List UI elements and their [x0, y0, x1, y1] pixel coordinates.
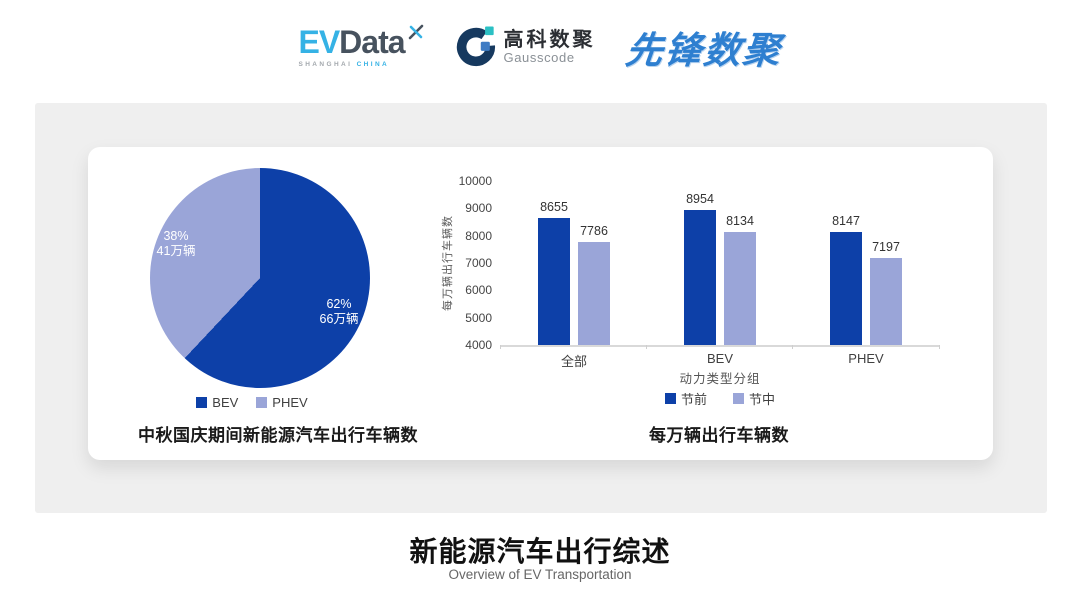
- header-logos: EV Data SHANGHAI CHINA 高科数聚 Gausscode 先锋数…: [0, 20, 1080, 74]
- charts-card: 38% 41万辆 62% 66万辆 BEV PHEV 中秋国庆期间新能源汽车出行…: [88, 147, 993, 460]
- category-label-0: 全部: [560, 354, 587, 369]
- evdata-x-icon: [408, 24, 423, 40]
- gausscode-cn-name: 高科数聚: [503, 28, 596, 51]
- y-tick-4000: 4000: [465, 338, 492, 352]
- category-label-1: BEV: [706, 351, 733, 366]
- bar-value-s1-c0: 7786: [580, 223, 608, 238]
- bar-legend-item-pre: 节前: [664, 389, 707, 408]
- bar-value-s1-c1: 8134: [726, 214, 754, 228]
- pie-label-bev-percent: 62%: [326, 297, 352, 311]
- bar-s1-c0: [578, 241, 610, 345]
- pie-label-phev-percent: 38%: [163, 229, 189, 243]
- pie-chart: [150, 168, 370, 388]
- pie-label-phev-value: 41万辆: [156, 244, 196, 258]
- page-title: 新能源汽车出行综述: [409, 536, 671, 567]
- bar-legend-item-mid: 节中: [733, 389, 775, 408]
- bar-s0-c2: [830, 231, 862, 345]
- evdata-wordmark: EV Data: [298, 24, 424, 60]
- evdata-ev-text: EV: [298, 24, 340, 60]
- pie-legend-item-bev: BEV: [196, 395, 238, 410]
- pie-legend-item-phev: PHEV: [256, 395, 308, 410]
- bar-legend: 节前 节中: [570, 389, 870, 408]
- bar-chart-baseline: [500, 345, 940, 347]
- gausscode-text: 高科数聚 Gausscode: [504, 29, 596, 65]
- pioneer-logo: 先锋数聚: [622, 30, 784, 71]
- x-axis-tick-0: [500, 345, 501, 349]
- bar-s1-c1: [724, 232, 756, 345]
- pie-label-phev: 38% 41万辆: [128, 229, 224, 259]
- legend-swatch-bev: [196, 397, 208, 408]
- evdata-data-text: Data: [339, 24, 405, 60]
- bar-chart-title: 每万辆出行车辆数: [649, 426, 789, 445]
- pie-legend-label-phev: PHEV: [272, 395, 308, 410]
- gausscode-en-name: Gausscode: [503, 49, 575, 65]
- bar-value-s1-c2: 7197: [872, 239, 900, 254]
- bar-legend-label-mid: 节中: [749, 392, 776, 407]
- bar-x-axis-label: 动力类型分组: [679, 372, 761, 386]
- bar-s0-c1: [684, 209, 716, 345]
- pie-chart-title: 中秋国庆期间新能源汽车出行车辆数: [138, 426, 418, 445]
- pie-legend-label-bev: BEV: [212, 395, 239, 410]
- bar-value-s0-c0: 8655: [540, 199, 568, 214]
- bar-s0-c0: [538, 217, 570, 345]
- bar-value-s0-c2: 8147: [832, 213, 860, 228]
- x-axis-tick-1: [646, 345, 647, 349]
- category-label-2: PHEV: [848, 351, 884, 366]
- y-tick-5000: 5000: [465, 310, 492, 325]
- gausscode-logo: 高科数聚 Gausscode: [455, 26, 596, 68]
- bar-s1-c2: [870, 257, 902, 345]
- legend-swatch-pre: [664, 393, 676, 404]
- legend-swatch-phev: [256, 397, 268, 408]
- y-tick-7000: 7000: [465, 256, 492, 270]
- evdata-china-text: CHINA: [356, 61, 390, 68]
- evdata-subtitle: SHANGHAI CHINA: [298, 61, 424, 68]
- legend-swatch-mid: [733, 393, 744, 404]
- y-tick-6000: 6000: [465, 283, 492, 298]
- y-tick-9000: 9000: [465, 201, 492, 216]
- x-axis-tick-3: [939, 345, 940, 349]
- evdata-shanghai-text: SHANGHAI: [298, 61, 353, 68]
- x-axis-tick-2: [792, 345, 793, 349]
- bar-legend-label-pre: 节前: [680, 392, 707, 407]
- pie-legend: BEV PHEV: [112, 395, 392, 410]
- y-tick-8000: 8000: [465, 228, 492, 243]
- pie-label-bev-value: 66万辆: [319, 312, 359, 326]
- bar-value-s0-c1: 8954: [686, 191, 714, 206]
- gausscode-icon: [456, 26, 495, 67]
- page-subtitle: Overview of EV Transportation: [448, 567, 632, 582]
- pie-label-bev: 62% 66万辆: [291, 297, 387, 327]
- evdata-logo: EV Data SHANGHAI CHINA: [298, 24, 424, 68]
- y-tick-10000: 10000: [458, 174, 492, 188]
